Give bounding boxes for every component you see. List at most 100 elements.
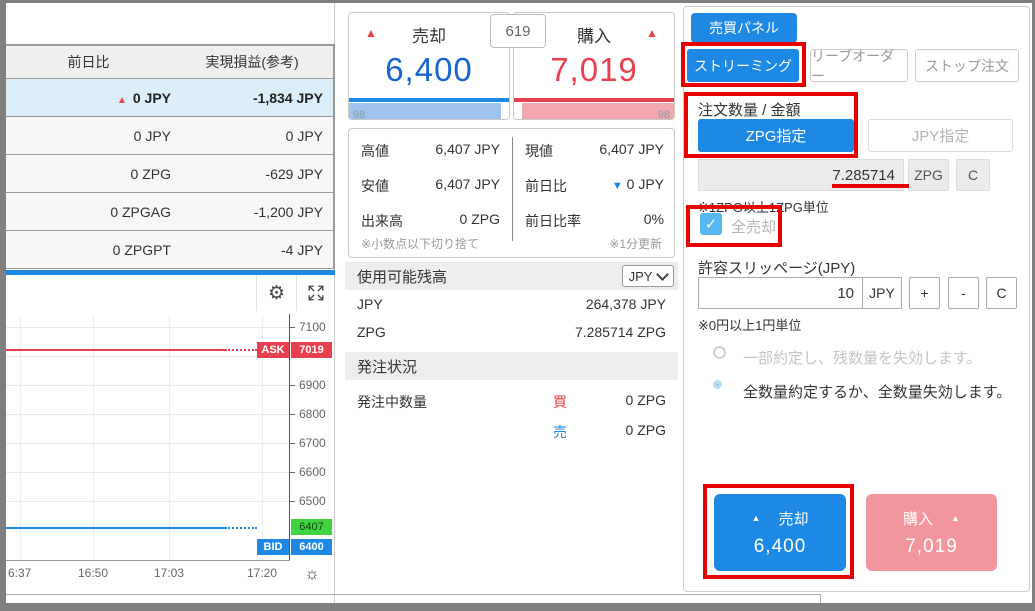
buy-tag: 買 [553,394,567,410]
buy-order-button[interactable]: 購入 ▲ 7,019 [866,494,997,571]
bid-price-flag: 6400 [291,539,332,555]
y-tick-label: 7100 [299,320,326,334]
bottom-pane-divider [6,594,820,595]
x-tick-label: 17:20 [246,566,278,580]
sell-order-button[interactable]: ▲ 売却 6,400 [714,494,846,571]
buy-price: 7,019 [550,51,638,88]
slippage-clear-button[interactable]: C [986,277,1017,309]
gridline-v [20,315,21,560]
stats-divider [512,137,513,241]
stat-label: 出来高 [361,213,403,229]
gridline-v [262,315,263,560]
y-tick-label: 6900 [299,378,326,392]
pl-value: -1,200 JPY [253,203,323,220]
stats-note-right: ※1分更新 [609,237,662,251]
chart-fullscreen-button[interactable] [296,275,335,311]
up-arrow-icon: ▲ [116,94,127,106]
watchlist-row[interactable]: 0 JPY 0 JPY [6,117,333,155]
currency-select[interactable]: JPY [622,265,674,287]
stats-note-left: ※小数点以下切り捨て [361,237,480,251]
watchlist-row[interactable]: 0 ZPGPT -4 JPY [6,231,333,269]
gridline-h [6,414,289,415]
tab-streaming[interactable]: ストリーミング [687,49,799,82]
down-arrow-icon: ▼ [611,180,623,192]
gridline-h [6,385,289,386]
sell-depth-value: 98 [353,109,366,120]
balance-row: ZPG 7.285714 ZPG [357,324,666,340]
pending-qty-label: 発注中数量 [357,394,427,410]
stat-high: 高値 6,407 JPY [361,141,500,161]
quote-panel: ▲ 売却 6,400 98 ▲ 購入 7,019 98 619 高値 6,407 [345,0,678,611]
sell-quote-box[interactable]: ▲ 売却 6,400 98 [348,12,510,120]
up-arrow-icon: ▲ [646,26,658,40]
x-tick-label: 16:50 [77,566,109,580]
buy-quote-box[interactable]: ▲ 購入 7,019 98 [513,12,675,120]
y-tick-label: 6600 [299,465,326,479]
stat-value: 0 ZPG [459,211,500,227]
sell-all-checkbox[interactable]: ✓ [700,213,722,235]
tab-stop-order[interactable]: ストップ注文 [915,49,1019,82]
column-header-change: 前日比 [67,54,110,70]
watchlist-row[interactable]: 0 ZPG -629 JPY [6,155,333,193]
bid-flag: BID [257,539,289,555]
ask-price-line-dotted [225,349,257,351]
gridline-h [6,356,289,357]
up-arrow-icon: ▲ [751,513,761,523]
order-status-title: 発注状況 [357,358,418,376]
unit-zpg-button[interactable]: ZPG指定 [698,119,854,152]
stat-value: 0 JPY [626,176,664,192]
x-tick-label: 6:37 [8,566,32,580]
y-tick-label: 6500 [299,494,326,508]
stat-low: 安値 6,407 JPY [361,176,500,196]
watchlist-header-row: 前日比 実現損益(参考) [6,46,333,79]
pane-splitter[interactable] [6,270,335,275]
sell-depth-fill: 98 [349,103,501,120]
buy-depth-fill: 98 [522,103,674,119]
watchlist-row[interactable]: 0 ZPGAG -1,200 JPY [6,193,333,231]
radio-fill-or-kill[interactable] [713,380,722,389]
column-header-pl: 実現損益(参考) [205,54,299,70]
up-arrow-icon: ▲ [951,513,960,523]
sell-tag: 売 [553,424,567,440]
slippage-minus-button[interactable]: - [948,277,979,309]
chart-settings-button[interactable]: ⚙ [256,275,296,311]
balance-row: JPY 264,378 JPY [357,296,666,312]
slippage-label: 許容スリッページ(JPY) [698,260,856,277]
ask-price-line [6,349,225,351]
window-border-bottom [0,603,1035,611]
watchlist-row-selected[interactable]: ▲ 0 JPY -1,834 JPY [6,79,333,117]
amount-clear-button[interactable]: C [956,159,990,191]
sell-label: 売却 [412,27,446,46]
stat-label: 高値 [361,143,389,159]
tab-leave-order[interactable]: リーブオーダー [810,48,908,84]
change-value: 0 ZPGPT [112,241,171,258]
stat-last: 現値 6,407 JPY [525,141,664,161]
x-axis-line [6,560,290,561]
slippage-unit-box: JPY [862,277,902,309]
unit-jpy-button[interactable]: JPY指定 [868,119,1013,152]
radio-partial-label: 一部約定し、残数量を失効します。 [743,350,982,367]
radio-fill-or-kill-label: 全数量約定するか、全数量失効します。 [743,384,1012,401]
pl-value: 0 JPY [285,127,323,144]
trade-panel-button[interactable]: 売買パネル [691,13,797,43]
balance-title: 使用可能残高 [357,268,448,286]
check-icon: ✓ [704,216,718,233]
quantity-section-label: 注文数量 / 金額 [698,102,801,119]
y-tick [290,385,295,386]
slippage-plus-button[interactable]: + [909,277,940,309]
ask-flag: ASK [257,342,289,358]
stat-volume: 出来高 0 ZPG [361,211,500,231]
slippage-input[interactable] [698,277,863,309]
stat-change: 前日比 ▼ 0 JPY [525,176,664,196]
last-price-line-dotted [225,527,257,529]
y-tick [290,501,295,502]
stat-label: 現値 [525,143,553,159]
balance-label: ZPG [357,324,386,340]
pl-value: -4 JPY [280,241,323,258]
buy-order-label: 購入 [903,510,934,528]
y-tick [290,443,295,444]
radio-partial-fill[interactable] [713,346,726,359]
chart-theme-button[interactable]: ☼ [292,563,332,585]
change-value: 0 JPY [132,89,171,106]
